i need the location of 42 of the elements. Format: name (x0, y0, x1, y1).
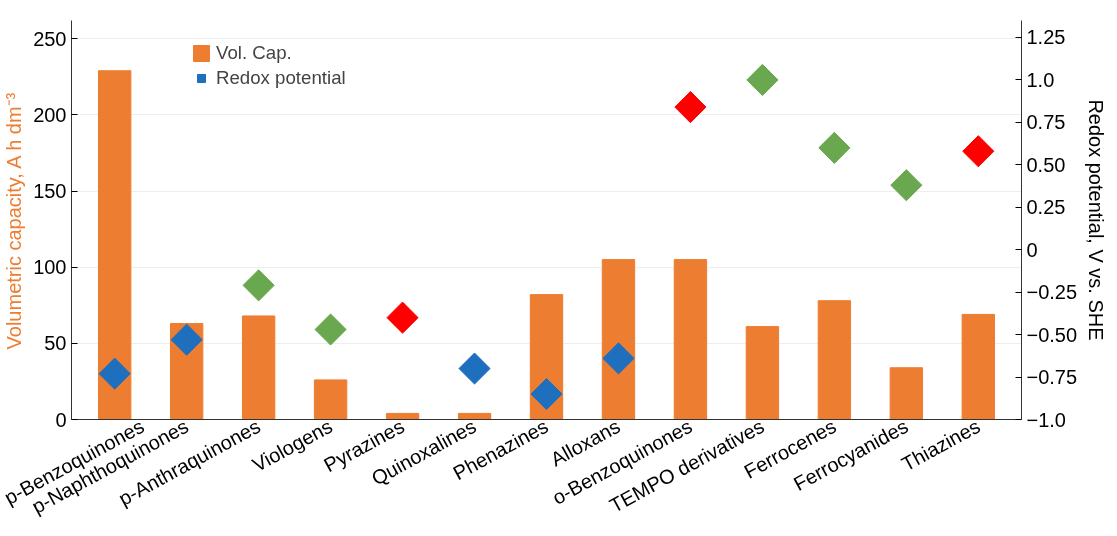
point (602, 342, 635, 375)
point (674, 91, 707, 124)
y-tick-label: 200 (33, 103, 67, 126)
bar (385, 412, 420, 420)
point (458, 352, 491, 385)
bar (313, 379, 348, 420)
y2-tick-label: −1.0 (1026, 408, 1066, 431)
y-tick-label: 150 (33, 180, 67, 203)
y2-tick-label: 0.75 (1026, 111, 1066, 134)
point (530, 377, 563, 411)
y2-tick-label: 0.25 (1026, 196, 1066, 219)
bar (97, 70, 132, 420)
y2-tick-label: 0 (1026, 238, 1038, 261)
y-tick-label: 250 (33, 27, 67, 50)
point (314, 313, 347, 346)
bar (961, 313, 996, 420)
y2-tick-label: −0.25 (1026, 281, 1078, 304)
bar (817, 300, 852, 420)
y-tick-label: 50 (44, 332, 67, 355)
y2-tick-label: −0.50 (1026, 323, 1078, 346)
bar (457, 412, 492, 420)
point (98, 357, 131, 390)
legend-label: Vol. Cap. (216, 42, 292, 64)
bar (745, 326, 780, 420)
legend-label: Redox potential (216, 67, 346, 89)
y2-tick-label: −0.75 (1026, 366, 1078, 389)
bar (241, 315, 276, 420)
point (746, 63, 779, 96)
point (386, 301, 419, 334)
point (890, 169, 923, 202)
bar (889, 367, 924, 420)
y2-axis-title: Redox potential, V vs. SHE (1085, 99, 1108, 341)
bar (673, 259, 708, 420)
point (818, 131, 851, 164)
point (170, 323, 203, 356)
y-axis-title: Volumetric capacity, A h dm⁻³ (3, 92, 26, 350)
point (242, 269, 275, 302)
y2-tick-label: 0.50 (1026, 153, 1066, 176)
y2-tick-label: 1.25 (1026, 26, 1066, 49)
y-tick-label: 100 (33, 256, 67, 279)
y2-tick-label: 1.0 (1026, 68, 1055, 91)
point (962, 135, 995, 168)
